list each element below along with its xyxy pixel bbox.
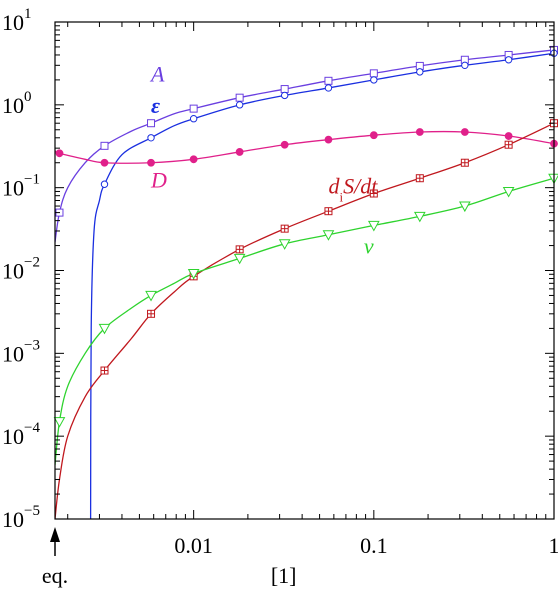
data-point-triangle [53,417,66,428]
y-tick-label: 10−5 [2,503,40,532]
data-point-triangle [367,220,380,232]
data-point-square-plus [504,140,513,149]
series-label: diS/dt [328,174,378,205]
y-tick-label: 10−3 [2,337,40,366]
data-point-square [189,104,198,113]
data-point-square-plus [100,366,109,375]
data-point-square [100,141,109,150]
data-point-dot [369,131,378,140]
y-tick-label: 100 [2,89,32,118]
data-point-square-plus [235,245,244,254]
data-point-square-plus [415,174,424,183]
x-tick-label: 0.01 [174,533,213,558]
data-point-circle [461,61,469,70]
data-point-triangle [233,253,246,265]
axis-ticks [55,21,555,520]
data-point-circle [504,56,513,64]
y-tick-label: 10−4 [2,420,40,449]
series-line [55,130,554,164]
series-label: D [150,168,167,193]
data-point-square [369,69,378,78]
plot-frame [54,21,555,520]
data-point-triangle [278,239,291,250]
series-label: A [149,62,165,87]
data-point-triangle [145,290,157,302]
data-point-circle [235,101,244,109]
y-tick-label: 101 [2,6,32,35]
data-point-square [324,76,333,85]
eq-arrow-head [50,527,60,542]
y-tick-label: 10−2 [2,255,40,284]
series-line [55,122,554,519]
series-label: ε [151,93,160,118]
x-axis-label: [1] [271,563,297,588]
x-tick-label: 1 [549,533,558,558]
data-point-circle [189,115,198,123]
data-point-square-plus [147,309,156,318]
data-point-square [147,119,156,128]
data-point-circle [280,91,289,100]
series-line [55,49,554,243]
data-point-dot [235,148,244,156]
plot-content [55,49,554,519]
y-tick-label: 10−1 [2,172,40,201]
data-point-circle [147,134,155,142]
data-point-dot [504,132,513,140]
series-label: v [364,234,374,259]
data-point-circle [324,84,333,92]
data-point-dot [147,158,155,167]
data-point-circle [100,180,109,188]
data-point-triangle [322,230,335,241]
series-labels: Aε D diS/dt v [149,62,378,259]
data-point-triangle [458,201,471,213]
data-point-circle [416,68,424,76]
data-point-square [280,85,289,94]
data-point-dot [415,128,424,136]
data-point-triangle [502,186,515,198]
data-point-triangle [187,269,200,280]
data-markers [53,45,558,428]
data-point-dot [55,149,64,158]
eq-marker: eq. [42,527,68,588]
data-point-dot [280,140,289,149]
data-point-triangle [413,211,426,223]
tick-labels: 0.01 0.1 1 10−5 10−4 10−3 10−2 10−1 100 101 [2,6,558,558]
data-point-dot [460,128,469,136]
data-point-square-plus [369,189,378,198]
data-point-circle [370,76,378,84]
data-point-square-plus [280,224,289,233]
data-point-dot [100,158,109,167]
x-tick-label: 0.1 [360,533,388,558]
data-point-square-plus [460,158,469,167]
data-point-square [235,93,244,102]
data-point-dot [189,155,198,164]
eq-label: eq. [42,563,68,588]
data-point-dot [324,135,333,144]
data-point-triangle [98,323,111,335]
series-line [89,52,554,519]
data-point-square-plus [324,207,333,216]
